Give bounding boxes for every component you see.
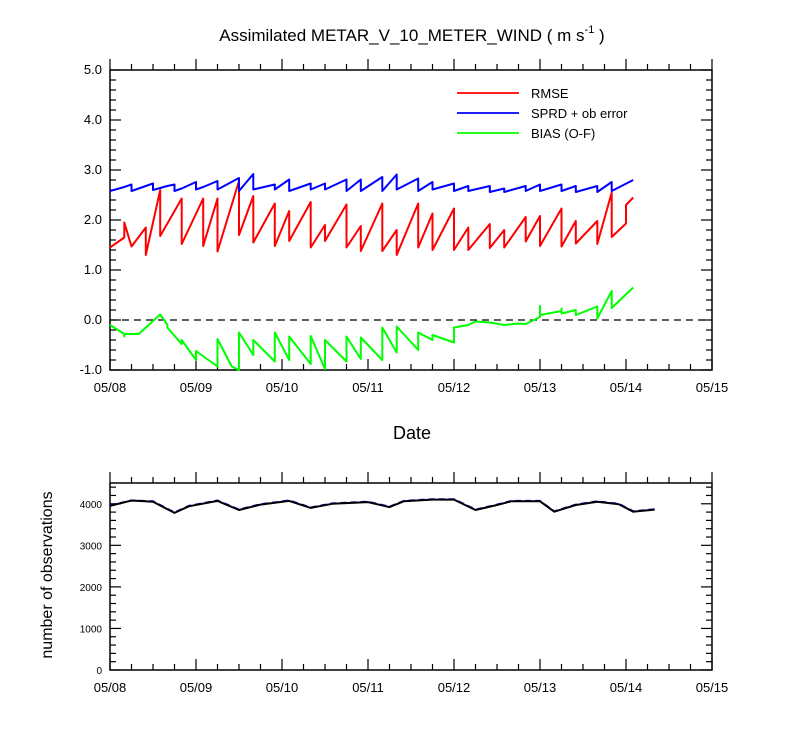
series-line-bias-o-f [109, 286, 634, 371]
x-tick-label: 05/12 [438, 680, 471, 695]
y-tick-label: 2000 [80, 583, 103, 594]
x-tick-label: 05/10 [266, 380, 299, 395]
top-x-axis-label: Date [393, 423, 431, 443]
y-tick-label: 5.0 [84, 62, 102, 77]
y-tick-label: 4000 [80, 500, 103, 511]
x-tick-label: 05/11 [352, 680, 384, 695]
legend-label: RMSE [531, 86, 569, 101]
bottom-plot-frame [109, 482, 713, 671]
legend-label: SPRD + ob error [531, 106, 628, 121]
x-tick-label: 05/09 [180, 680, 213, 695]
x-tick-label: 05/09 [180, 380, 213, 395]
y-tick-label: 1.0 [84, 262, 102, 277]
x-tick-label: 05/10 [266, 680, 299, 695]
x-tick-label: 05/11 [352, 380, 384, 395]
y-tick-label: 0 [96, 666, 102, 677]
series-line-sprd-ob-error [109, 173, 634, 193]
y-tick-label: -1.0 [80, 362, 102, 377]
y-tick-label: 2.0 [84, 212, 102, 227]
x-tick-label: 05/14 [610, 680, 643, 695]
series-line-rmse [109, 180, 634, 256]
y-tick-label: 3.0 [84, 162, 102, 177]
y-tick-label: 1000 [80, 624, 103, 635]
y-tick-label: 0.0 [84, 312, 102, 327]
x-tick-label: 05/15 [696, 680, 729, 695]
x-tick-label: 05/08 [94, 380, 127, 395]
x-tick-label: 05/13 [524, 380, 557, 395]
wind-stats-chart: 05/08 05/09 05/10 05/11 05/12 05/13 05/14 05/15… [80, 59, 729, 395]
series-line-bottom-1 [109, 498, 655, 514]
x-tick-label: 05/14 [610, 380, 643, 395]
y-tick-label: 4.0 [84, 112, 102, 127]
legend-label: BIAS (O-F) [531, 126, 595, 141]
x-tick-label: 05/08 [94, 680, 127, 695]
x-tick-label: 05/15 [696, 380, 729, 395]
chart-title: Assimilated METAR_V_10_METER_WIND ( m s-… [219, 24, 604, 45]
x-tick-label: 05/12 [438, 380, 471, 395]
x-tick-label: 05/13 [524, 680, 557, 695]
y-tick-label: 3000 [80, 541, 103, 552]
observation-count-chart: 05/08 05/09 05/10 05/11 05/12 05/13 05/14 05/15… [80, 472, 729, 695]
bottom-y-axis-label: number of observations [39, 491, 56, 658]
